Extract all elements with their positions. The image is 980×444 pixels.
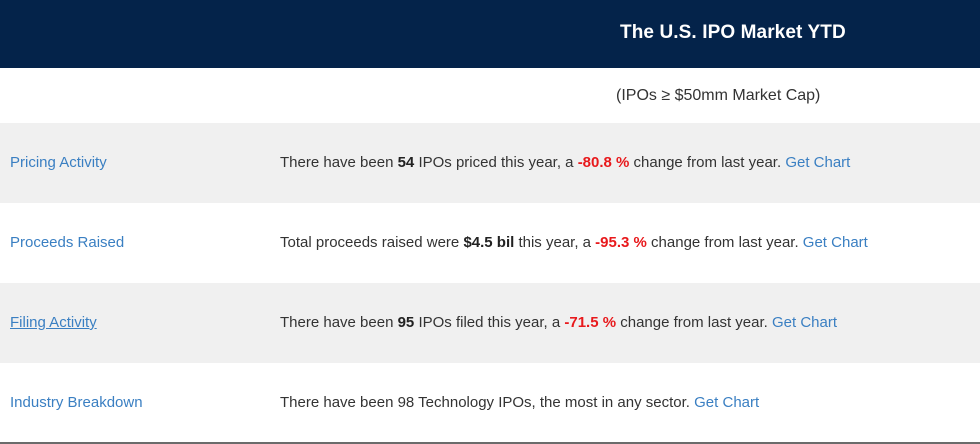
filing-mid-text: IPOs filed this year, a [414, 314, 565, 331]
proceeds-change: -95.3 % [595, 234, 647, 251]
pricing-activity-text: There have been 54 IPOs priced this year… [280, 154, 850, 171]
pricing-count: 54 [397, 154, 415, 171]
proceeds-mid-text: this year, a [514, 234, 596, 251]
subtitle: (IPOs ≥ $50mm Market Cap) [616, 87, 821, 104]
pricing-change: -80.8 % [577, 154, 630, 171]
filing-pre-text: There have been [280, 314, 398, 331]
pricing-activity-link[interactable]: Pricing Activity [10, 154, 107, 171]
row-pricing-activity: Pricing Activity There have been 54 IPOs… [0, 123, 980, 203]
proceeds-get-chart-link[interactable]: Get Chart [802, 234, 868, 251]
row-proceeds-raised: Proceeds Raised Total proceeds raised we… [0, 203, 980, 283]
filing-activity-text: There have been 95 IPOs filed this year,… [280, 314, 837, 331]
proceeds-post-text: change from last year. [646, 234, 803, 251]
proceeds-raised-text: Total proceeds raised were $4.5 bil this… [280, 234, 868, 251]
filing-change: -71.5 % [564, 314, 617, 331]
pricing-pre-text: There have been [280, 154, 398, 171]
filing-activity-link[interactable]: Filing Activity [10, 314, 97, 331]
proceeds-pre-text: Total proceeds raised were [280, 234, 464, 251]
filing-get-chart-link[interactable]: Get Chart [771, 314, 838, 331]
industry-text: There have been 98 Technology IPOs, the … [280, 394, 695, 411]
pricing-post-text: change from last year. [629, 154, 786, 171]
row-filing-activity: Filing Activity There have been 95 IPOs … [0, 283, 980, 363]
pricing-mid-text: IPOs priced this year, a [414, 154, 578, 171]
proceeds-raised-link[interactable]: Proceeds Raised [10, 234, 125, 251]
industry-breakdown-text: There have been 98 Technology IPOs, the … [280, 394, 759, 411]
industry-get-chart-link[interactable]: Get Chart [694, 394, 760, 411]
filing-count: 95 [397, 314, 415, 331]
page-title: The U.S. IPO Market YTD [620, 22, 846, 43]
subtitle-bar: (IPOs ≥ $50mm Market Cap) [0, 68, 980, 123]
pricing-get-chart-link[interactable]: Get Chart [785, 154, 851, 171]
bottom-divider [0, 442, 980, 444]
row-industry-breakdown: Industry Breakdown There have been 98 Te… [0, 363, 980, 443]
filing-post-text: change from last year. [616, 314, 772, 331]
header-bar: The U.S. IPO Market YTD [0, 0, 980, 68]
industry-breakdown-link[interactable]: Industry Breakdown [10, 394, 143, 411]
proceeds-amount: $4.5 bil [463, 234, 515, 251]
